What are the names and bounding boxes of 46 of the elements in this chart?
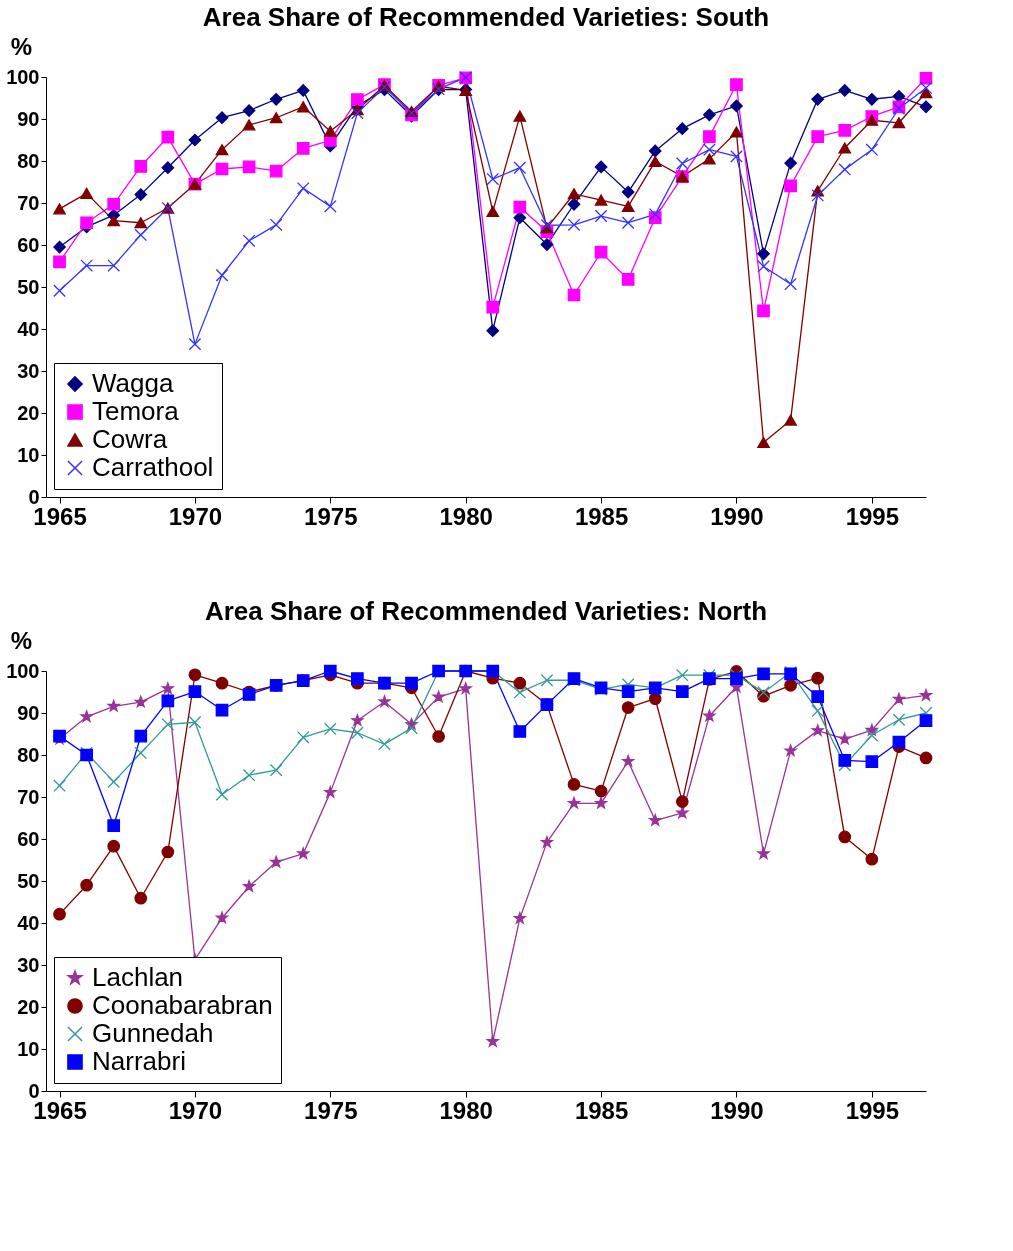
y-tick-label: 30: [17, 359, 40, 382]
y-tick-label: 80: [17, 149, 40, 172]
x-tick-label: 1980: [439, 1096, 493, 1124]
x-tick-label: 1985: [574, 502, 629, 530]
legend-label: Lachlan: [92, 962, 184, 992]
y-tick-label: 70: [17, 785, 40, 808]
chart-title: Area Share of Recommended Varieties: South: [202, 2, 770, 32]
y-tick-label: 100: [6, 65, 40, 88]
y-tick-label: 10: [17, 443, 40, 466]
x-tick-label: 1980: [439, 502, 493, 530]
y-tick-label: 20: [17, 995, 40, 1018]
x-tick-label: 1995: [845, 502, 900, 530]
y-tick-label: 0: [28, 1079, 40, 1102]
legend-label: Narrabri: [92, 1046, 186, 1076]
y-tick-label: 50: [17, 869, 40, 892]
y-axis-title: %: [10, 32, 33, 60]
legend-label: Cowra: [92, 424, 168, 454]
legend-label: Carrathool: [92, 452, 214, 482]
y-tick-label: 20: [17, 401, 40, 424]
y-tick-label: 30: [17, 953, 40, 976]
x-tick-label: 1975: [304, 502, 358, 530]
x-tick-label: 1975: [304, 1096, 358, 1124]
legend-label: Wagga: [92, 368, 174, 398]
y-tick-label: 90: [17, 701, 40, 724]
x-tick-label: 1995: [845, 1096, 900, 1124]
legend-label: Temora: [92, 396, 180, 426]
legend-label: Coonabarabran: [92, 990, 273, 1020]
y-tick-label: 40: [17, 911, 40, 934]
legend-label: Gunnedah: [92, 1018, 214, 1048]
chart-title: Area Share of Recommended Varieties: North: [204, 596, 768, 626]
y-tick-label: 50: [17, 275, 40, 298]
y-tick-label: 40: [17, 317, 40, 340]
y-tick-label: 10: [17, 1037, 40, 1060]
y-tick-label: 100: [6, 659, 40, 682]
y-tick-label: 0: [28, 485, 40, 508]
y-axis-title: %: [10, 626, 33, 654]
x-tick-label: 1985: [574, 1096, 629, 1124]
x-tick-label: 1990: [710, 1096, 764, 1124]
x-tick-label: 1970: [168, 1096, 223, 1124]
x-tick-label: 1990: [710, 502, 764, 530]
y-tick-label: 60: [17, 233, 40, 256]
y-tick-label: 70: [17, 191, 40, 214]
y-tick-label: 90: [17, 107, 40, 130]
x-tick-label: 1970: [168, 502, 223, 530]
y-tick-label: 60: [17, 827, 40, 850]
y-tick-label: 80: [17, 743, 40, 766]
